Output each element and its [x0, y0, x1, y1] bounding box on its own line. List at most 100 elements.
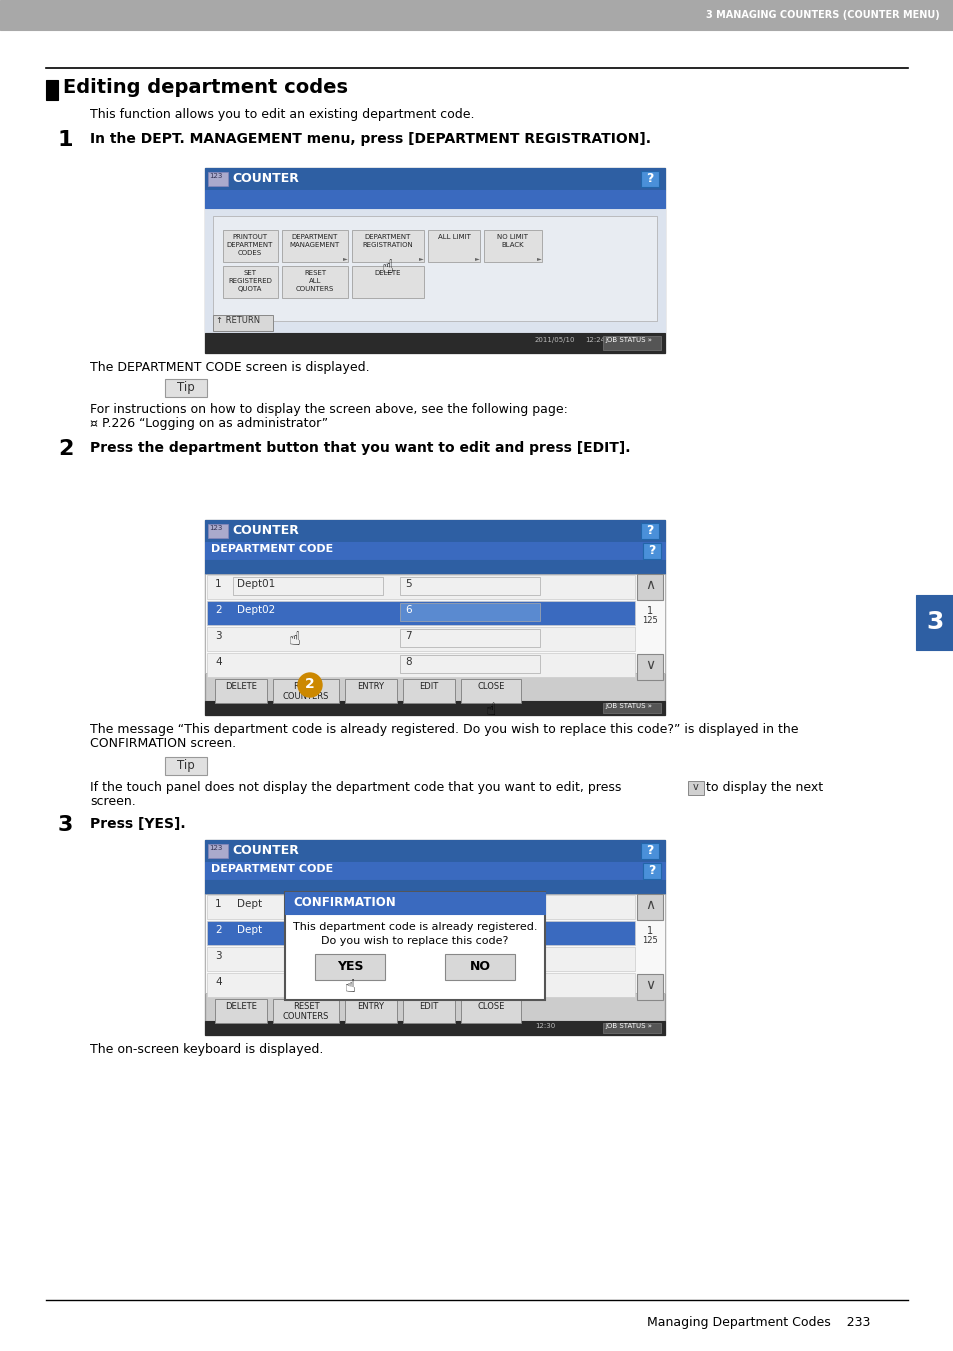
Text: In the DEPT. MANAGEMENT menu, press [DEPARTMENT REGISTRATION].: In the DEPT. MANAGEMENT menu, press [DEP… — [90, 132, 650, 146]
Text: 3: 3 — [214, 951, 221, 961]
Text: QUOTA: QUOTA — [237, 286, 262, 292]
Text: 3: 3 — [58, 815, 73, 835]
Bar — [402, 680, 455, 703]
Bar — [205, 574, 664, 673]
Circle shape — [297, 673, 322, 697]
Bar — [399, 630, 539, 647]
Text: REGISTERED: REGISTERED — [228, 278, 272, 284]
Bar — [273, 680, 338, 703]
Text: ?: ? — [648, 865, 655, 877]
Bar — [352, 230, 423, 262]
Bar — [637, 974, 662, 1000]
Text: MANAGEMENT: MANAGEMENT — [290, 242, 340, 249]
Bar — [352, 266, 423, 299]
Text: COUNTER: COUNTER — [232, 844, 298, 857]
Bar — [0, 0, 953, 30]
Text: ☝: ☝ — [344, 978, 355, 996]
Text: 1: 1 — [214, 898, 221, 909]
Text: v: v — [693, 782, 699, 792]
Bar — [223, 230, 277, 262]
Bar — [213, 315, 273, 331]
Text: The on-screen keyboard is displayed.: The on-screen keyboard is displayed. — [90, 1043, 323, 1056]
Text: ¤ P.226 “Logging on as administrator”: ¤ P.226 “Logging on as administrator” — [90, 417, 328, 430]
Bar — [602, 703, 660, 713]
Text: ?: ? — [645, 524, 653, 536]
Text: COUNTERS: COUNTERS — [282, 692, 329, 701]
Bar — [207, 894, 635, 919]
Bar — [428, 230, 479, 262]
Text: Editing department codes: Editing department codes — [63, 78, 348, 97]
Text: ALL LIMIT: ALL LIMIT — [437, 234, 470, 240]
Text: The DEPARTMENT CODE screen is displayed.: The DEPARTMENT CODE screen is displayed. — [90, 361, 369, 374]
Text: Do you wish to replace this code?: Do you wish to replace this code? — [321, 936, 508, 946]
Bar — [285, 892, 544, 1000]
Bar — [46, 80, 58, 100]
Bar — [345, 998, 396, 1023]
Text: 1: 1 — [646, 925, 653, 936]
Text: ENTRY: ENTRY — [357, 682, 384, 690]
Text: ∨: ∨ — [644, 978, 655, 992]
Text: This function allows you to edit an existing department code.: This function allows you to edit an exis… — [90, 108, 474, 122]
Text: Press the department button that you want to edit and press [EDIT].: Press the department button that you wan… — [90, 440, 630, 455]
Text: CLOSE: CLOSE — [476, 682, 504, 690]
Text: 2: 2 — [214, 605, 221, 615]
Bar — [233, 603, 382, 621]
Bar — [205, 168, 664, 190]
Text: COUNTER: COUNTER — [232, 172, 298, 185]
Bar — [205, 894, 664, 993]
Text: Managing Department Codes    233: Managing Department Codes 233 — [646, 1316, 869, 1329]
Bar — [399, 655, 539, 673]
Bar — [205, 520, 664, 542]
Bar — [642, 863, 660, 880]
Text: Tip: Tip — [177, 759, 194, 771]
Bar — [165, 380, 207, 397]
Text: CLOSE: CLOSE — [476, 1002, 504, 1011]
Text: DEPARTMENT: DEPARTMENT — [364, 234, 411, 240]
Text: 2: 2 — [214, 925, 221, 935]
Text: ☝: ☝ — [289, 630, 300, 648]
Text: 125: 125 — [641, 936, 658, 944]
Text: 2011/05/10: 2011/05/10 — [535, 336, 575, 343]
Bar — [602, 336, 660, 350]
Bar — [205, 332, 664, 353]
Text: For instructions on how to display the screen above, see the following page:: For instructions on how to display the s… — [90, 403, 567, 416]
Bar — [399, 577, 539, 594]
Text: CODES: CODES — [237, 250, 262, 255]
Bar — [207, 653, 635, 677]
Bar — [233, 577, 382, 594]
Bar — [345, 680, 396, 703]
Text: BLACK: BLACK — [501, 242, 524, 249]
Bar — [314, 954, 385, 979]
Bar — [282, 266, 348, 299]
Text: ►: ► — [475, 255, 479, 261]
Bar — [165, 757, 207, 775]
Text: 2: 2 — [58, 439, 73, 459]
Text: ?: ? — [645, 844, 653, 857]
Text: ENTRY: ENTRY — [357, 1002, 384, 1011]
Bar — [207, 627, 635, 651]
Bar — [602, 1023, 660, 1034]
Bar — [915, 594, 953, 650]
Bar — [640, 843, 659, 859]
Bar — [637, 574, 662, 600]
Bar — [213, 216, 657, 322]
Text: 8: 8 — [405, 657, 411, 667]
Text: Dept: Dept — [236, 925, 262, 935]
Text: ☝: ☝ — [485, 701, 496, 719]
Bar — [205, 862, 664, 880]
Text: NO LIMIT: NO LIMIT — [497, 234, 528, 240]
Text: Dept: Dept — [236, 898, 262, 909]
Text: EDIT: EDIT — [419, 682, 438, 690]
Text: Tip: Tip — [177, 381, 194, 394]
Text: COUNTER: COUNTER — [232, 524, 298, 536]
Text: COUNTERS: COUNTERS — [295, 286, 334, 292]
Bar — [205, 190, 664, 208]
Text: JOB STATUS »: JOB STATUS » — [604, 1023, 651, 1029]
Bar — [205, 880, 664, 894]
Text: REGISTRATION: REGISTRATION — [362, 242, 413, 249]
Text: RESET: RESET — [293, 682, 319, 690]
Text: 3: 3 — [214, 631, 221, 640]
Bar — [207, 601, 635, 626]
Text: ►: ► — [537, 255, 541, 261]
Text: ALL: ALL — [309, 278, 321, 284]
